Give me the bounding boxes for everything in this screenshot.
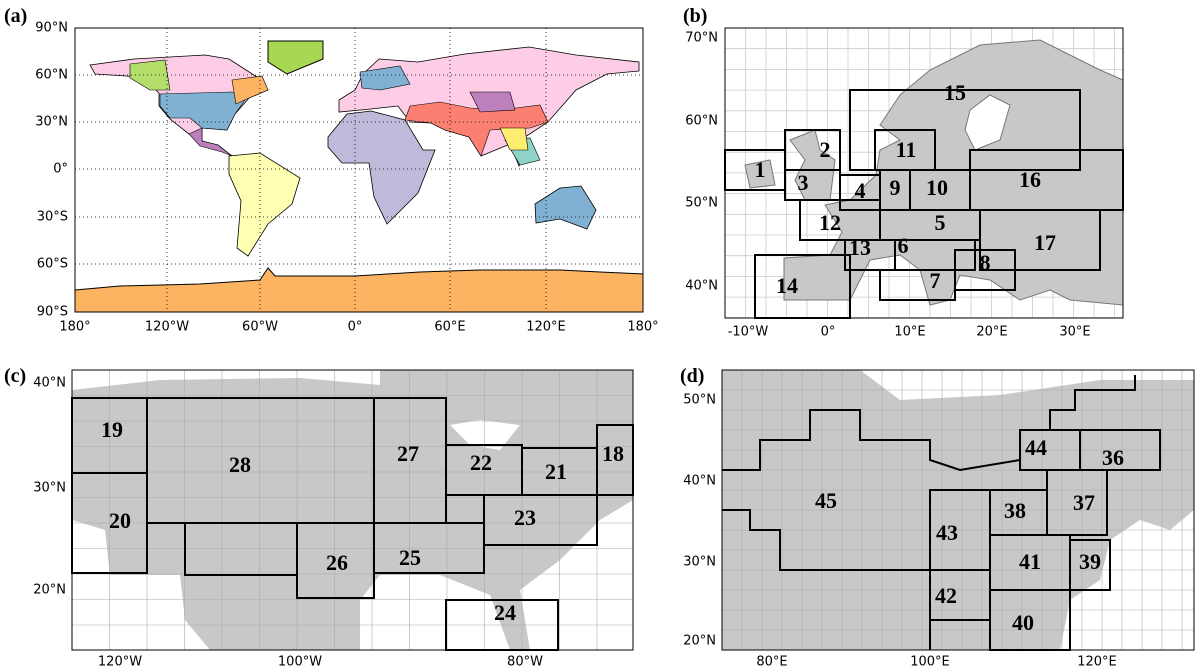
y-tick-label: 90°N [35,21,68,36]
x-tick-label: 30°E [1059,325,1090,340]
region-number: 1 [755,157,766,182]
y-tick-label: 60°S [37,257,68,272]
region-number: 36 [1102,445,1124,470]
region-number: 38 [1004,498,1026,523]
x-tick-label: 120°W [98,655,142,670]
y-tick-label: 90°S [37,305,68,320]
y-tick-label: 30°N [35,115,68,130]
y-tick-label: 50°N [685,196,718,211]
x-tick-label: 180° [627,320,658,335]
y-tick-label: 30°N [33,481,66,496]
region-number: 8 [980,250,991,275]
y-tick-label: 60°N [35,68,68,83]
region-number: 42 [935,583,957,608]
x-tick-label: 120°W [145,320,189,335]
region-number: 39 [1079,549,1101,574]
region-number: 3 [798,170,809,195]
y-tick-label: 40°N [685,279,718,294]
region-number: 45 [815,488,837,513]
x-tick-label: 120°E [1077,655,1117,670]
y-tick-label: 20°N [683,634,716,649]
panel-c-map [71,369,634,651]
region-number: 9 [890,175,901,200]
region-number: 4 [855,178,866,203]
region-number: 20 [109,508,131,533]
region-number: 5 [935,210,946,235]
region-number: 10 [926,175,948,200]
y-tick-label: 30°N [683,555,716,570]
x-tick-label: 60°W [242,320,278,335]
region-number: 27 [397,441,419,466]
y-tick-label: 60°N [685,114,718,129]
panel-label: (b) [683,5,707,27]
region-number: 14 [776,273,798,298]
x-tick-label: 120°E [526,320,566,335]
x-tick-label: 100°E [910,655,950,670]
region-number: 12 [819,210,841,235]
x-tick-label: 80°E [756,655,787,670]
region-number: 28 [229,452,251,477]
region-number: 2 [820,137,831,162]
panel-label: (a) [4,5,27,27]
region-number: 23 [514,505,536,530]
region-number: 41 [1019,549,1041,574]
x-tick-label: 180° [59,320,90,335]
region-number: 6 [898,233,909,258]
region-number: 26 [326,550,348,575]
x-tick-label: 10°E [894,325,925,340]
region-number: 25 [399,545,421,570]
panel-label: (c) [4,365,26,387]
y-tick-label: 30°S [37,210,68,225]
region-number: 24 [494,600,516,625]
panel-d-map [721,369,1195,651]
region-number: 17 [1034,230,1056,255]
y-tick-label: 40°N [33,376,66,391]
panel-a-map [74,27,644,313]
region-number: 37 [1073,490,1095,515]
x-tick-label: 80°W [507,655,543,670]
x-tick-label: -10°W [728,325,769,340]
region-number: 15 [944,80,966,105]
y-tick-label: 70°N [685,31,718,46]
x-tick-label: 100°W [278,655,322,670]
y-tick-label: 40°N [683,474,716,489]
region-number: 11 [896,137,917,162]
x-tick-label: 20°E [976,325,1007,340]
x-tick-label: 60°E [434,320,465,335]
panel-b-map [724,27,1124,319]
y-tick-label: 20°N [33,583,66,598]
y-tick-label: 50°N [683,393,716,408]
region-number: 19 [101,417,123,442]
region-number: 22 [470,450,492,475]
region-number: 40 [1012,610,1034,635]
region-number: 18 [602,441,624,466]
panel-label: (d) [680,365,704,387]
region-number: 44 [1025,435,1047,460]
y-tick-label: 0° [53,162,68,177]
region-number: 13 [849,235,871,260]
region-number: 16 [1019,167,1041,192]
region-number: 21 [545,459,567,484]
x-tick-label: 0° [821,325,836,340]
region-number: 7 [930,268,941,293]
region-number: 43 [936,520,958,545]
x-tick-label: 0° [348,320,363,335]
